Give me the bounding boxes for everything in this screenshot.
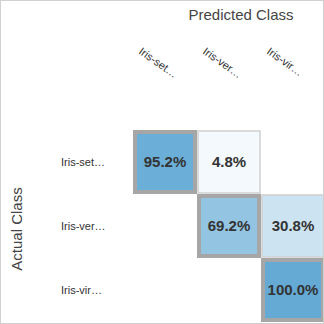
svg-text:30.8%: 30.8% bbox=[272, 217, 315, 234]
svg-text:Iris-set…: Iris-set… bbox=[137, 45, 180, 80]
svg-text:Iris-vir…: Iris-vir… bbox=[265, 45, 305, 78]
html-text:Predicted Class: Predicted Class bbox=[188, 6, 294, 23]
svg-text:Iris-set…: Iris-set… bbox=[61, 156, 105, 168]
svg-text:95.2%: 95.2% bbox=[144, 153, 187, 170]
svg-text:100.0%: 100.0% bbox=[268, 281, 316, 298]
svg-text:69.2%: 69.2% bbox=[208, 217, 251, 234]
html-text:Actual Class: Actual Class bbox=[7, 187, 25, 271]
svg-text:4.8%: 4.8% bbox=[212, 153, 246, 170]
svg-text:Iris-ver…: Iris-ver… bbox=[61, 220, 106, 232]
svg-text:Iris-ver…: Iris-ver… bbox=[201, 45, 244, 80]
svg-text:Iris-vir…: Iris-vir… bbox=[61, 284, 102, 296]
